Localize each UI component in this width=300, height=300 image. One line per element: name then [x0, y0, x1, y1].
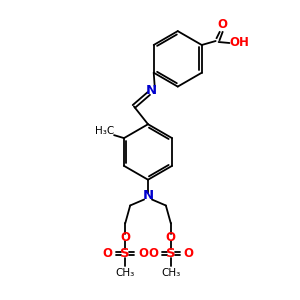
- Text: O: O: [102, 247, 112, 260]
- Text: CH₃: CH₃: [116, 268, 135, 278]
- Text: S: S: [120, 247, 130, 260]
- Text: O: O: [138, 247, 148, 260]
- Text: O: O: [148, 247, 158, 260]
- Text: O: O: [218, 18, 228, 31]
- Text: O: O: [120, 231, 130, 244]
- Text: N: N: [146, 84, 157, 97]
- Text: CH₃: CH₃: [161, 268, 180, 278]
- Text: H₃C: H₃C: [94, 126, 114, 136]
- Text: O: O: [166, 231, 176, 244]
- Text: S: S: [166, 247, 175, 260]
- Text: O: O: [184, 247, 194, 260]
- Text: N: N: [142, 189, 154, 202]
- Text: OH: OH: [230, 37, 249, 50]
